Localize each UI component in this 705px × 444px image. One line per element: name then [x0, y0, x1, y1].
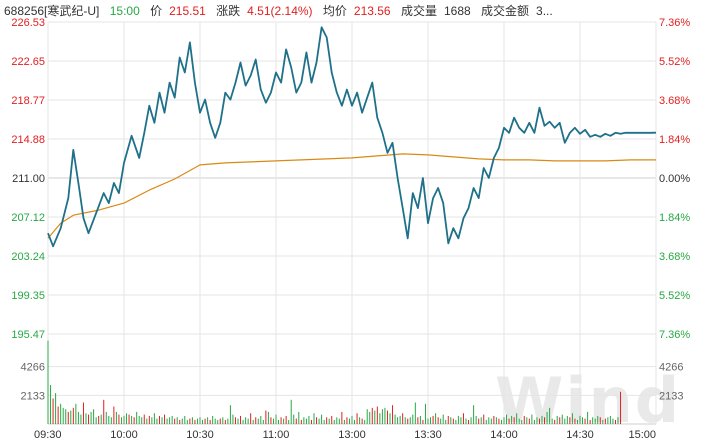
quote-header: 688256[寒武纪-U] 15:00 价 215.51 涨跌 4.51(2.14%…	[4, 3, 656, 19]
avg-price-value: 213.56	[353, 4, 391, 18]
volume-tick-label-right: 2133	[659, 390, 683, 402]
x-tick-label: 14:00	[490, 429, 518, 441]
y-tick-label: 214.88	[11, 134, 45, 146]
amount-label: 成交金额	[481, 4, 530, 18]
y-tick-label-pct: 1.84%	[659, 134, 690, 146]
y-tick-label-pct: 3.68%	[659, 251, 690, 263]
avg-price-line	[47, 153, 656, 239]
x-tick-label: 09:30	[34, 429, 62, 441]
y-tick-label: 226.53	[11, 17, 45, 29]
x-tick-label: 11:00	[263, 429, 290, 441]
volume-bars	[47, 340, 622, 424]
price-lines	[47, 26, 657, 248]
y-tick-label: 218.77	[11, 95, 45, 107]
y-tick-label-pct: 5.52%	[659, 56, 690, 68]
volume-value: 1688	[443, 4, 471, 18]
x-tick-label: 15:00	[628, 429, 656, 441]
price-value: 215.51	[169, 4, 206, 18]
y-tick-label-pct: 1.84%	[659, 212, 690, 224]
volume-tick-label: 2133	[21, 390, 45, 402]
change-label: 涨跌	[216, 4, 241, 18]
volume-tick-label-right: 4266	[659, 362, 683, 374]
quote-time: 15:00	[109, 4, 140, 18]
y-tick-label: 203.24	[11, 251, 45, 263]
y-tick-label-pct: 3.68%	[659, 95, 690, 107]
price-line	[47, 26, 657, 248]
stock-code-name: 688256[寒武纪-U]	[4, 4, 100, 18]
amount-value: 3...	[536, 4, 553, 18]
volume-label: 成交量	[400, 4, 437, 18]
x-tick-label: 10:00	[110, 429, 138, 441]
grid	[47, 21, 657, 425]
axis-labels: 226.53 7.36% 222.65 5.52% 218.77 3.68% 214.88 1…	[11, 17, 690, 441]
x-tick-label: 13:30	[414, 429, 442, 441]
x-tick-label: 13:00	[338, 429, 366, 441]
y-tick-label: 222.65	[11, 56, 45, 68]
y-tick-label: 207.12	[11, 212, 45, 224]
avg-price-label: 均价	[322, 4, 347, 18]
y-tick-label-pct: 0.00%	[659, 173, 690, 185]
y-tick-label: 195.47	[11, 329, 45, 341]
y-tick-label-pct: 5.52%	[659, 290, 690, 302]
wind-watermark: Wind	[495, 364, 682, 437]
volume-tick-label: 4266	[21, 362, 45, 374]
y-tick-label: 199.35	[11, 290, 45, 302]
y-tick-label-pct: 7.36%	[659, 329, 690, 341]
x-tick-label: 14:30	[566, 429, 594, 441]
x-tick-label: 10:30	[186, 429, 214, 441]
y-tick-label: 211.00	[12, 173, 45, 185]
y-tick-label-pct: 7.36%	[659, 17, 690, 29]
price-label: 价	[150, 4, 163, 18]
change-value: 4.51(2.14%)	[247, 4, 313, 18]
